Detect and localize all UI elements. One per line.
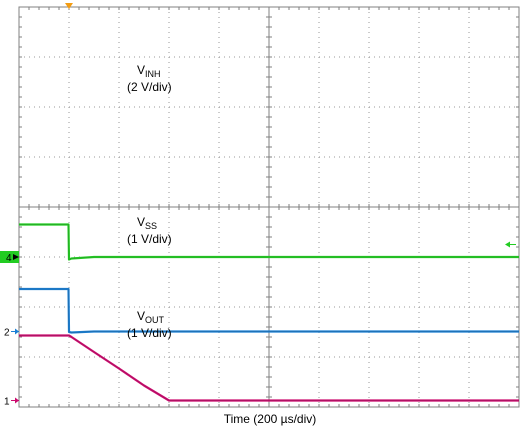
x-axis-label: Time (200 µs/div) xyxy=(224,412,317,426)
channel-marker-vinh: 4 xyxy=(0,251,19,264)
trace-label-vss: VSS xyxy=(137,215,157,231)
trace-vss-noise xyxy=(19,288,519,333)
trace-labels: VINH(2 V/div)VSS(1 V/div)VOUT(1 V/div) xyxy=(127,63,172,340)
trace-scale-vinh: (2 V/div) xyxy=(127,80,172,94)
channel-marker-label: 1 xyxy=(4,397,10,408)
traces xyxy=(19,223,519,402)
channel-marker-label: 2 xyxy=(4,328,10,339)
trace-vout xyxy=(19,334,519,402)
channel-marker-bg xyxy=(0,251,19,263)
trace-vout-noise xyxy=(19,335,519,401)
trace-scale-vss: (1 V/div) xyxy=(127,232,172,246)
trace-vinh-noise xyxy=(19,224,519,260)
channel-marker-vss: 2 xyxy=(4,328,19,339)
channel-markers: 4 2 1 xyxy=(0,3,516,408)
trace-label-vout: VOUT xyxy=(137,309,165,325)
channel-marker-arrow xyxy=(13,254,19,260)
trace-label-vinh: VINH xyxy=(137,63,161,79)
trace-vss xyxy=(19,287,519,334)
channel-marker-arrow xyxy=(15,328,19,335)
trace-scale-vout: (1 V/div) xyxy=(127,326,172,340)
channel-marker-label: 4 xyxy=(6,253,12,264)
graticule xyxy=(18,6,520,408)
reference-arrow-head xyxy=(505,241,510,248)
channel-marker-vout: 1 xyxy=(4,397,19,408)
trace-vinh xyxy=(19,223,519,261)
channel-marker-arrow xyxy=(15,397,19,404)
trigger-marker xyxy=(65,3,73,9)
